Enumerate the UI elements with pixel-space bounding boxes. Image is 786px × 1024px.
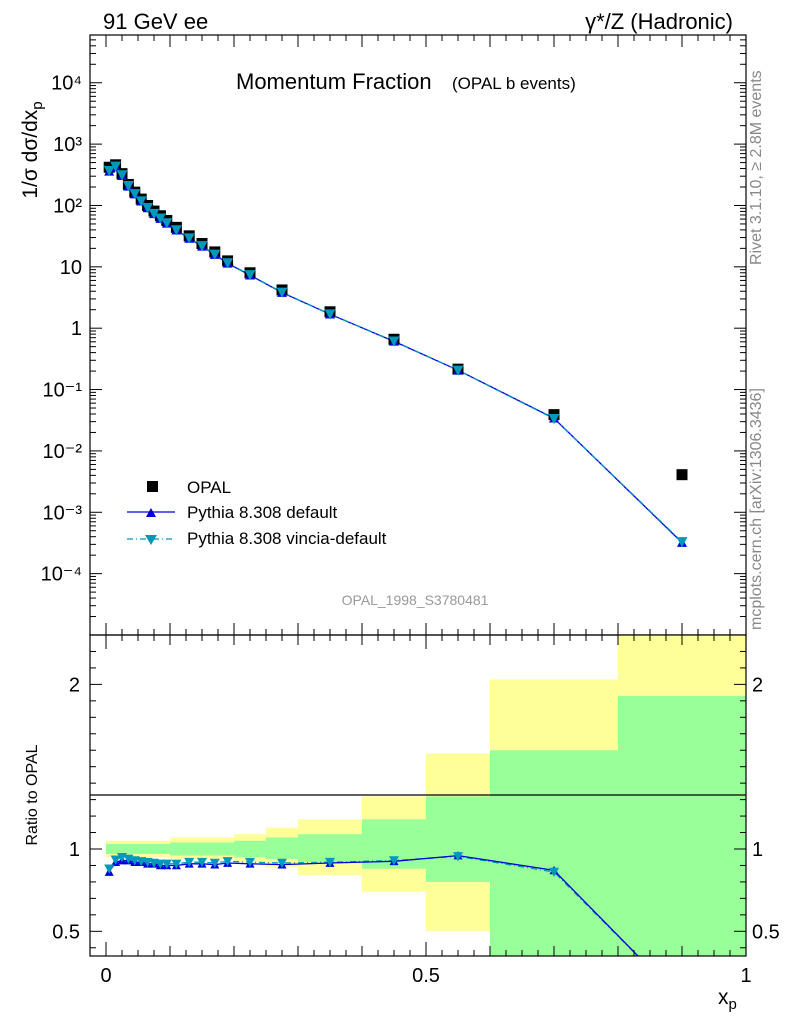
data-point-vincia bbox=[116, 170, 128, 181]
x-tick-label: 0 bbox=[100, 965, 111, 987]
ratio-point-vincia bbox=[277, 858, 287, 868]
data-point-vincia bbox=[148, 208, 160, 219]
ratio-point-vincia bbox=[389, 856, 399, 866]
rivet-label: Rivet 3.1.10, ≥ 2.8M events bbox=[748, 70, 765, 265]
data-point-vincia bbox=[142, 203, 154, 214]
data-point-vincia bbox=[122, 181, 134, 192]
data-point-vincia bbox=[276, 287, 288, 298]
legend-label-vincia: Pythia 8.308 vincia-default bbox=[187, 529, 387, 548]
uncertainty-band-inner bbox=[106, 844, 170, 854]
ratio-frame bbox=[89, 634, 747, 957]
ratio-xlabel: xp bbox=[718, 986, 737, 1013]
legend-marker-vincia bbox=[145, 535, 157, 545]
ratio-point-pythia bbox=[678, 996, 687, 1004]
ratio-point-vincia bbox=[110, 855, 121, 865]
y-tick-label: 10² bbox=[53, 195, 82, 217]
data-point-vincia bbox=[676, 537, 688, 548]
ratio-point-vincia bbox=[222, 857, 233, 867]
data-point-vincia bbox=[222, 258, 234, 269]
main-ylabel: 1/σ dσ/dxp bbox=[19, 101, 46, 198]
series-line-vincia bbox=[108, 165, 683, 543]
ratio-point-vincia bbox=[161, 859, 172, 869]
legend-label-opal: OPAL bbox=[187, 478, 231, 497]
ratio-point-vincia bbox=[453, 852, 463, 862]
data-point-vincia bbox=[154, 213, 166, 224]
data-point-vincia bbox=[209, 249, 221, 260]
ratio-point-vincia bbox=[209, 858, 220, 868]
y-tick-label: 10⁻⁴ bbox=[41, 564, 82, 586]
y-tick-label: 1 bbox=[71, 318, 82, 340]
y-tick-label: 10⁻³ bbox=[43, 502, 83, 524]
chart-title: Momentum Fraction bbox=[236, 69, 432, 94]
ratio-line-vincia bbox=[108, 855, 639, 956]
chart-subtitle: (OPAL b events) bbox=[452, 74, 576, 93]
uncertainty-band-inner bbox=[266, 837, 298, 859]
legend-marker-pythia bbox=[146, 508, 156, 517]
ratio-y-tick-label: 1 bbox=[69, 839, 80, 861]
data-point-vincia bbox=[161, 218, 173, 229]
y-tick-label: 10⁻¹ bbox=[43, 380, 83, 402]
data-point-vincia bbox=[244, 270, 256, 281]
y-tick-label: 10⁻² bbox=[43, 441, 83, 463]
y-tick-label: 10⁴ bbox=[51, 73, 82, 95]
ratio-y-tick-label-right: 2 bbox=[752, 674, 763, 696]
data-point-vincia bbox=[388, 336, 400, 347]
main-panel: 10⁻⁴ 10⁻³ 10⁻² 10⁻¹ 1 10 10² 10³ 10⁴ Momentum Fr… bbox=[19, 34, 747, 636]
data-point-vincia bbox=[196, 241, 208, 252]
data-point-vincia bbox=[183, 233, 195, 244]
header-right: γ*/Z (Hadronic) bbox=[585, 9, 733, 34]
legend-label-pythia: Pythia 8.308 default bbox=[187, 503, 338, 522]
ratio-point-vincia bbox=[677, 996, 687, 1005]
data-point-opal bbox=[676, 469, 688, 481]
uncertainty-band-inner bbox=[234, 840, 266, 858]
x-tick-label: 1 bbox=[740, 965, 751, 987]
ratio-line-pythia bbox=[108, 854, 639, 956]
y-tick-label: 10 bbox=[60, 257, 82, 279]
ratio-point-vincia bbox=[549, 867, 559, 878]
x-tick-label: 0.5 bbox=[412, 965, 440, 987]
header-left: 91 GeV ee bbox=[103, 9, 208, 34]
ratio-point-vincia bbox=[104, 864, 115, 874]
data-point-vincia bbox=[324, 309, 336, 320]
uncertainty-band-inner bbox=[170, 842, 234, 856]
ratio-y-tick-label-right: 1 bbox=[752, 839, 763, 861]
uncertainty-band-inner bbox=[298, 834, 362, 863]
legend-marker-opal bbox=[147, 481, 158, 492]
uncertainty-band-inner bbox=[426, 796, 490, 882]
data-point-vincia bbox=[103, 165, 115, 177]
ratio-point-vincia bbox=[184, 857, 195, 868]
ratio-panel: 0.5 0.51 12 20 0.5 1 Ratio to OPAL xp bbox=[24, 634, 780, 1013]
uncertainty-band-inner bbox=[490, 750, 618, 956]
ratio-point-vincia bbox=[245, 857, 255, 868]
ratio-y-tick-label-right: 0.5 bbox=[752, 921, 780, 943]
data-point-vincia bbox=[548, 414, 560, 425]
data-point-vincia bbox=[135, 196, 147, 207]
data-point-vincia bbox=[170, 225, 182, 236]
data-point-vincia bbox=[129, 189, 141, 200]
ratio-y-tick-label: 0.5 bbox=[52, 921, 80, 943]
data-point-vincia bbox=[452, 365, 464, 376]
ratio-ylabel: Ratio to OPAL bbox=[24, 744, 41, 845]
ratio-y-tick-label: 2 bbox=[69, 674, 80, 696]
mcplots-label: mcplots.cern.ch [arXiv:1306.3436] bbox=[748, 388, 765, 630]
data-point-vincia bbox=[110, 161, 122, 172]
ratio-point-vincia bbox=[171, 859, 182, 869]
watermark: OPAL_1998_S3780481 bbox=[342, 592, 489, 608]
legend: OPAL Pythia 8.308 default Pythia 8.308 v… bbox=[127, 478, 387, 548]
y-tick-label: 10³ bbox=[53, 134, 82, 156]
uncertainty-band-inner bbox=[618, 695, 746, 956]
ratio-point-vincia bbox=[325, 857, 335, 868]
ratio-point-vincia bbox=[155, 859, 166, 869]
ratio-point-vincia bbox=[197, 857, 207, 868]
